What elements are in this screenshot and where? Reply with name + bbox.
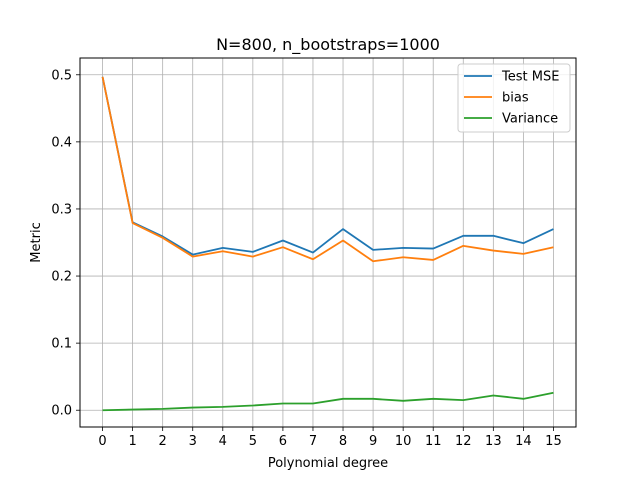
x-tick-label: 11 <box>425 434 442 449</box>
legend-label-bias: bias <box>502 91 529 106</box>
legend-label-test-mse: Test MSE <box>501 70 559 85</box>
series-layer <box>101 76 554 412</box>
y-tick-label: 0.0 <box>51 404 72 419</box>
plot-frame <box>79 57 577 428</box>
x-tick-label: 3 <box>189 434 197 449</box>
x-tick-label: 4 <box>219 434 227 449</box>
y-axis-label: Metric <box>29 222 44 262</box>
legend-label-variance: Variance <box>502 112 558 127</box>
x-tick-label: 14 <box>515 434 532 449</box>
y-tick-label: 0.3 <box>51 202 72 217</box>
legend-box <box>457 63 571 133</box>
y-axis-ticks: 0.0 0.1 0.2 0.3 0.4 0.5 <box>51 68 80 419</box>
x-tick-label: 9 <box>369 434 377 449</box>
x-tick-label: 0 <box>98 434 106 449</box>
x-tick-label: 7 <box>309 434 317 449</box>
y-tick-label: 0.2 <box>51 270 72 285</box>
x-axis-label: Polynomial degree <box>268 456 388 471</box>
series-line-variance <box>102 391 554 412</box>
series-line-bias <box>101 76 554 263</box>
x-tick-label: 8 <box>339 434 347 449</box>
y-tick-label: 0.5 <box>51 68 72 83</box>
x-tick-label: 10 <box>395 434 412 449</box>
x-tick-label: 6 <box>279 434 287 449</box>
legend: Test MSE bias Variance <box>457 63 571 133</box>
x-axis-ticks: 0 1 2 3 4 5 6 7 8 9 10 11 12 13 14 15 <box>98 427 562 449</box>
x-tick-label: 13 <box>485 434 502 449</box>
x-tick-label: 15 <box>545 434 562 449</box>
x-tick-label: 2 <box>159 434 167 449</box>
x-tick-label: 12 <box>455 434 472 449</box>
chart-title: N=800, n_bootstraps=1000 <box>216 35 440 55</box>
series-line-test-mse <box>101 76 554 256</box>
y-tick-label: 0.1 <box>51 337 72 352</box>
y-tick-label: 0.4 <box>51 135 72 150</box>
x-tick-label: 5 <box>249 434 257 449</box>
x-tick-label: 1 <box>128 434 136 449</box>
